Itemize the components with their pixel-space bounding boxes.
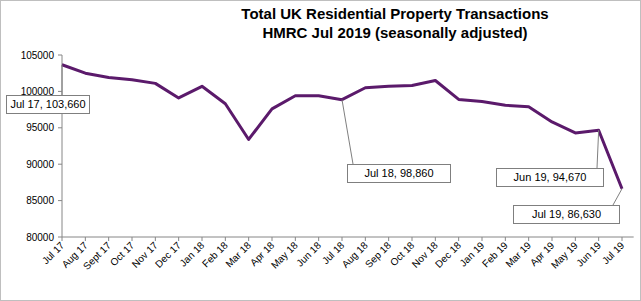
x-tick xyxy=(622,237,623,241)
x-tick xyxy=(248,237,249,241)
x-tick xyxy=(295,237,296,241)
x-tick-label: Dec 17 xyxy=(153,239,183,269)
y-tick xyxy=(58,164,62,165)
y-tick-label: 85000 xyxy=(26,195,54,206)
annotation-leader xyxy=(613,189,622,205)
x-axis xyxy=(62,237,634,238)
x-tick xyxy=(458,237,459,241)
x-tick xyxy=(505,237,506,241)
x-tick xyxy=(482,237,483,241)
x-tick-label: Jun 19 xyxy=(574,239,603,268)
annotation-leader xyxy=(342,100,353,164)
x-tick-label: Sep 18 xyxy=(363,239,393,269)
x-tick-label: May 19 xyxy=(549,239,580,270)
y-tick xyxy=(58,127,62,128)
x-tick xyxy=(178,237,179,241)
x-tick xyxy=(108,237,109,241)
x-tick xyxy=(412,237,413,241)
x-tick-label: Jul 19 xyxy=(600,239,627,266)
subtitle: HMRC Jul 2019 (seasonally adjusted) xyxy=(262,24,527,41)
annotation-text: Jul 17, 103,660 xyxy=(10,98,85,110)
annotation-box xyxy=(497,169,604,187)
x-tick xyxy=(598,237,599,241)
y-tick xyxy=(58,200,62,201)
annotation-text: Jul 19, 86,630 xyxy=(532,208,601,220)
x-tick xyxy=(132,237,133,241)
x-tick xyxy=(528,237,529,241)
y-tick-label: 80000 xyxy=(26,232,54,243)
x-tick-label: May 18 xyxy=(269,239,300,270)
x-tick xyxy=(388,237,389,241)
x-tick-label: Mar 18 xyxy=(223,239,253,269)
x-tick xyxy=(552,237,553,241)
annotation-box xyxy=(348,165,451,183)
plot-area xyxy=(62,65,622,189)
x-tick xyxy=(318,237,319,241)
annotation-leader xyxy=(62,65,63,95)
x-tick-label: Mar 19 xyxy=(503,239,533,269)
x-tick xyxy=(272,237,273,241)
annotation-leader xyxy=(597,130,599,168)
y-tick xyxy=(58,91,62,92)
y-tick-label: 105000 xyxy=(21,50,55,61)
annotation-box xyxy=(7,96,90,114)
x-tick xyxy=(202,237,203,241)
y-axis xyxy=(62,55,63,237)
x-tick-label: Dec 18 xyxy=(433,239,463,269)
y-tick-label: 95000 xyxy=(26,122,54,133)
x-tick xyxy=(365,237,366,241)
chart-frame xyxy=(1,1,641,301)
series-line xyxy=(62,65,622,189)
y-tick xyxy=(58,55,62,56)
y-tick xyxy=(58,237,62,238)
x-tick xyxy=(62,237,63,241)
x-tick xyxy=(575,237,576,241)
x-tick xyxy=(435,237,436,241)
x-tick xyxy=(342,237,343,241)
title: Total UK Residential Property Transactio… xyxy=(241,5,548,22)
annotation-box xyxy=(514,206,620,224)
x-tick-label: Sept 17 xyxy=(81,239,113,271)
x-tick xyxy=(225,237,226,241)
x-tick xyxy=(85,237,86,241)
x-tick xyxy=(155,237,156,241)
chart: Total UK Residential Property Transactio… xyxy=(0,0,641,301)
annotation-text: Jul 18, 98,860 xyxy=(364,167,433,179)
annotation-text: Jun 19, 94,670 xyxy=(514,171,587,183)
x-tick-label: Jun 18 xyxy=(294,239,323,268)
y-tick-label: 90000 xyxy=(26,159,54,170)
